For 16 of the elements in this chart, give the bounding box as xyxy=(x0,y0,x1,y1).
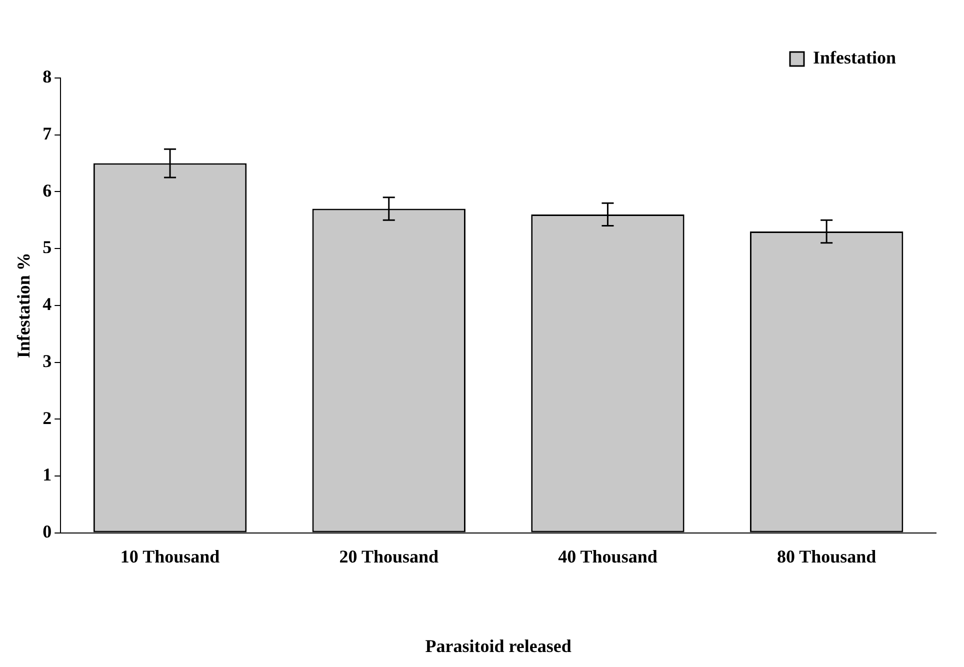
x-tick-label: 10 Thousand xyxy=(120,546,220,566)
y-tick-label: 1 xyxy=(42,464,52,485)
x-tick-label: 80 Thousand xyxy=(776,546,876,566)
y-axis-title: Infestation % xyxy=(13,252,34,358)
y-tick-label: 4 xyxy=(42,294,52,314)
y-tick-label: 8 xyxy=(42,66,52,87)
x-tick-label: 20 Thousand xyxy=(339,546,438,566)
y-tick-label: 7 xyxy=(42,124,52,144)
legend-label: Infestation xyxy=(812,48,896,68)
y-tick-label: 2 xyxy=(42,408,52,428)
x-tick-label: 40 Thousand xyxy=(558,546,658,566)
x-axis-title: Parasitoid released xyxy=(425,636,572,656)
y-tick-label: 0 xyxy=(42,521,52,542)
y-tick-label: 5 xyxy=(42,237,52,258)
y-tick-label: 6 xyxy=(42,180,52,200)
y-tick-label: 3 xyxy=(42,350,52,371)
